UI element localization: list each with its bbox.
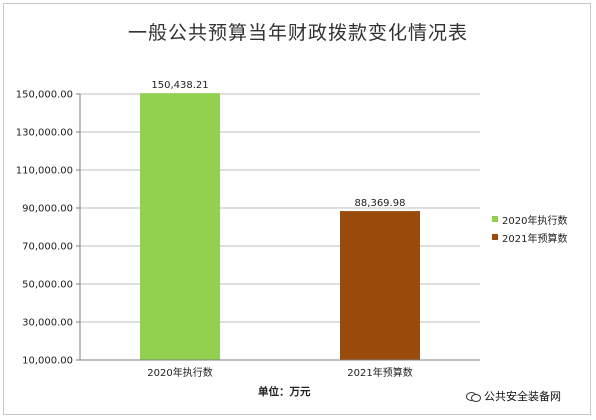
legend-swatch-2020 xyxy=(492,216,498,222)
legend-label-2020: 2020年执行数 xyxy=(502,215,568,227)
y-tick-label: 110,000.00 xyxy=(16,166,73,177)
y-tick-label: 50,000.00 xyxy=(22,280,73,291)
y-tick-label: 130,000.00 xyxy=(16,128,73,139)
watermark-text: 公共安全装备网 xyxy=(484,390,561,403)
x-tick-label: 2021年预算数 xyxy=(347,366,412,379)
legend-label-2021: 2021年预算数 xyxy=(502,233,568,245)
legend: 2020年执行数 2021年预算数 xyxy=(492,210,567,246)
y-tick-label: 150,000.00 xyxy=(16,90,73,101)
y-tick-label: 30,000.00 xyxy=(22,318,73,329)
y-tick-label: 90,000.00 xyxy=(22,204,73,215)
y-tick-label: 70,000.00 xyxy=(22,242,73,253)
chart-title: 一般公共预算当年财政拨款变化情况表 xyxy=(127,22,468,44)
chart-frame xyxy=(3,3,591,415)
legend-item-2020: 2020年执行数 xyxy=(492,210,567,228)
wechat-icon xyxy=(466,390,481,402)
y-tick-label: 10,000.00 xyxy=(22,356,73,367)
unit-label: 单位：万元 xyxy=(258,386,311,398)
data-label: 88,369.98 xyxy=(355,198,406,209)
bar-2021 xyxy=(340,211,420,360)
x-tick-label: 2020年执行数 xyxy=(147,366,212,379)
data-label: 150,438.21 xyxy=(151,80,208,91)
bar-2020 xyxy=(140,93,220,360)
watermark: 公共安全装备网 xyxy=(466,388,561,404)
legend-swatch-2021 xyxy=(492,234,498,240)
legend-item-2021: 2021年预算数 xyxy=(492,228,567,246)
